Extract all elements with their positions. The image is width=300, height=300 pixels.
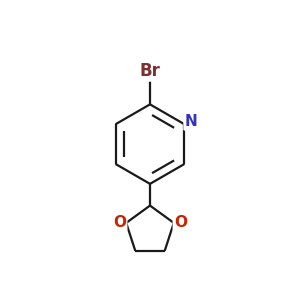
Text: N: N — [184, 114, 197, 129]
Text: O: O — [113, 215, 126, 230]
Text: O: O — [174, 215, 187, 230]
Text: Br: Br — [140, 62, 160, 80]
